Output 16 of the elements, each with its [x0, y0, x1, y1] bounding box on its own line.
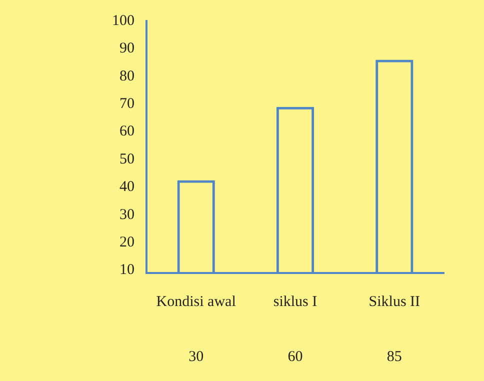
x-tick-label: Kondisi awal [156, 294, 236, 310]
y-tick-label: 20 [120, 234, 134, 250]
y-tick-label: 50 [120, 151, 134, 168]
y-tick-label: 100 [112, 12, 134, 29]
y-tick-label: 10 [120, 262, 134, 278]
x-tick-label: siklus I [273, 294, 318, 310]
y-tick-label: 80 [120, 68, 134, 84]
text: 30 [188, 348, 204, 365]
x-tick-label: Siklus II [368, 294, 420, 310]
text: 60 [288, 348, 303, 365]
y-tick-label: 60 [120, 124, 134, 140]
text: 85 [386, 348, 402, 365]
y-tick-label: 30 [120, 206, 134, 223]
y-tick-label: 40 [120, 179, 134, 196]
y-tick-label: 70 [120, 96, 134, 112]
y-tick-label: 90 [120, 40, 134, 57]
